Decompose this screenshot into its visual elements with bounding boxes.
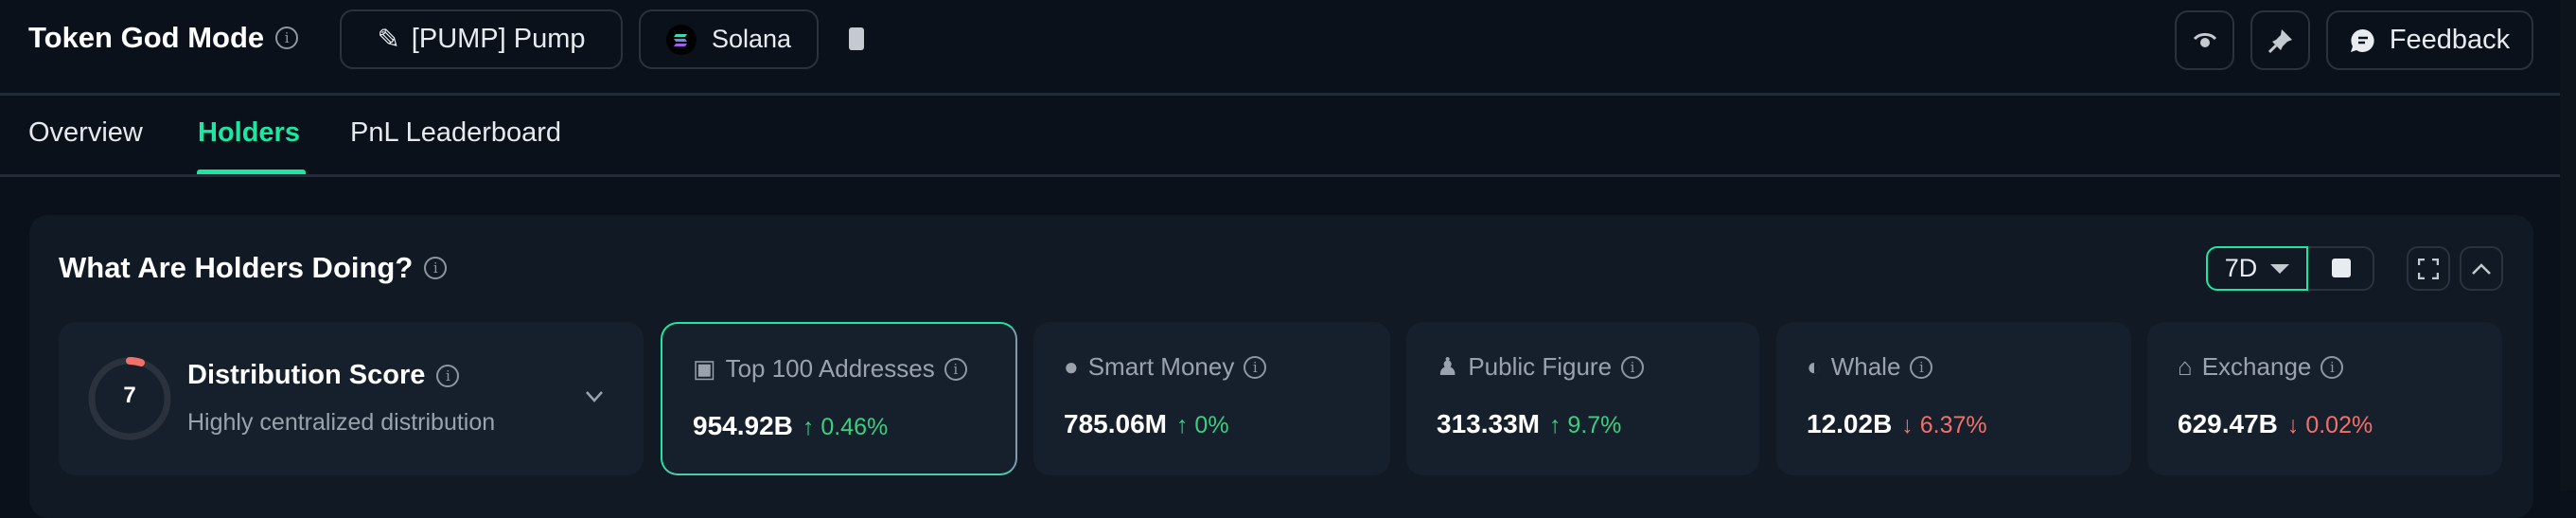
- holder-category-card[interactable]: ● Smart Money i 785.06M ↑ 0%: [1033, 322, 1390, 475]
- tab-pnl-leaderboard[interactable]: PnL Leaderboard: [350, 117, 562, 148]
- arrow-up-icon: ↑: [802, 414, 815, 440]
- card-value: 629.47B: [2178, 409, 2278, 438]
- score-value: 7: [123, 383, 136, 408]
- distribution-title: Distribution Score: [187, 360, 426, 390]
- sunglasses-icon: ●: [1064, 352, 1079, 381]
- tabs-divider: [0, 174, 2560, 177]
- active-tab-indicator: [197, 170, 306, 174]
- token-selector-button[interactable]: ✎ [PUMP] Pump: [340, 9, 623, 69]
- score-gauge: [88, 357, 171, 440]
- info-icon[interactable]: i: [1910, 355, 1933, 379]
- info-icon[interactable]: i: [436, 364, 460, 387]
- header-divider: [0, 93, 2560, 96]
- solana-icon: [665, 24, 697, 55]
- expand-icon: [2418, 258, 2439, 279]
- distribution-score-card[interactable]: 7 Distribution Score i Highly centralized…: [59, 322, 644, 475]
- chevron-down-icon[interactable]: [585, 390, 604, 403]
- watch-button[interactable]: [2175, 10, 2234, 70]
- calendar-icon[interactable]: [2332, 259, 2351, 277]
- section-title: What Are Holders Doing? i: [59, 251, 448, 285]
- card-change: ↓ 0.02%: [2286, 412, 2373, 438]
- chevron-up-icon: [2472, 262, 2491, 275]
- card-value: 785.06M: [1064, 409, 1167, 438]
- holder-category-card[interactable]: ⌂ Exchange i 629.47B ↓ 0.02%: [2147, 322, 2502, 475]
- card-value: 12.02B: [1807, 409, 1893, 438]
- tab-holders[interactable]: Holders: [198, 117, 300, 148]
- distribution-subtitle: Highly centralized distribution: [187, 409, 496, 436]
- copy-icon[interactable]: [849, 27, 864, 50]
- fullscreen-button[interactable]: [2407, 246, 2450, 291]
- pin-icon: [2267, 28, 2292, 53]
- holder-category-card[interactable]: ♟ Public Figure i 313.33M ↑ 9.7%: [1406, 322, 1759, 475]
- holder-category-card[interactable]: ▣ Top 100 Addresses i 954.92B ↑ 0.46%: [661, 322, 1017, 475]
- arrow-up-icon: ↑: [1175, 412, 1189, 438]
- caret-down-icon: [2270, 263, 2290, 274]
- feedback-button[interactable]: Feedback: [2326, 10, 2533, 70]
- arrow-down-icon: ↓: [1901, 412, 1914, 438]
- card-label: Top 100 Addresses: [725, 354, 935, 383]
- whale-icon: ◐: [1807, 352, 1822, 381]
- info-icon[interactable]: i: [275, 27, 299, 49]
- scrollbar[interactable]: [2560, 0, 2576, 491]
- spotlight-person-icon: ♟: [1437, 352, 1459, 381]
- bank-icon: ⌂: [2178, 352, 2193, 381]
- arrow-up-icon: ↑: [1548, 412, 1561, 438]
- info-icon[interactable]: i: [2320, 355, 2344, 379]
- pencil-icon: ✎: [377, 25, 400, 55]
- info-icon[interactable]: i: [944, 357, 967, 381]
- card-value: 954.92B: [693, 411, 793, 440]
- info-icon[interactable]: i: [1621, 355, 1645, 379]
- card-change: ↓ 6.37%: [1901, 412, 1987, 438]
- period-dropdown[interactable]: 7D: [2206, 246, 2308, 291]
- info-icon[interactable]: i: [424, 257, 448, 279]
- info-icon[interactable]: i: [1244, 355, 1267, 379]
- card-change: ↑ 0.46%: [802, 414, 889, 440]
- card-label: Public Figure: [1468, 352, 1613, 381]
- pin-button[interactable]: [2250, 10, 2310, 70]
- card-value: 313.33M: [1437, 409, 1540, 438]
- tab-overview[interactable]: Overview: [28, 117, 143, 148]
- eye-icon: [2193, 32, 2216, 47]
- money-icon: ▣: [693, 354, 716, 383]
- chat-icon: [2350, 28, 2374, 52]
- card-change: ↑ 0%: [1175, 412, 1229, 438]
- card-label: Exchange: [2201, 352, 2312, 381]
- card-change: ↑ 9.7%: [1548, 412, 1622, 438]
- holder-category-card[interactable]: ◐ Whale i 12.02B ↓ 6.37%: [1776, 322, 2131, 475]
- collapse-button[interactable]: [2460, 246, 2503, 291]
- card-label: Smart Money: [1087, 352, 1235, 381]
- chain-selector-button[interactable]: Solana: [639, 9, 819, 69]
- card-label: Whale: [1830, 352, 1901, 381]
- arrow-down-icon: ↓: [2286, 412, 2300, 438]
- page-title: Token God Mode i: [28, 21, 299, 55]
